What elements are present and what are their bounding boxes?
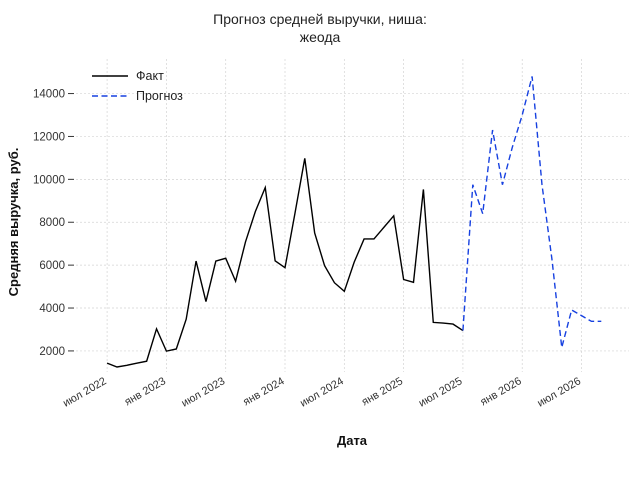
svg-text:12000: 12000 [33, 131, 65, 143]
svg-text:2000: 2000 [39, 346, 65, 358]
svg-text:6000: 6000 [39, 260, 65, 272]
svg-text:4000: 4000 [39, 303, 65, 315]
svg-text:Дата: Дата [337, 433, 368, 448]
svg-text:Прогноз: Прогноз [136, 89, 183, 103]
svg-text:14000: 14000 [33, 89, 65, 101]
svg-text:10000: 10000 [33, 174, 65, 186]
svg-text:8000: 8000 [39, 217, 65, 229]
svg-text:жеода: жеода [300, 29, 341, 45]
svg-text:Факт: Факт [136, 69, 164, 83]
svg-text:Средняя выручка, руб.: Средняя выручка, руб. [6, 148, 21, 297]
svg-text:Прогноз средней выручки, ниша:: Прогноз средней выручки, ниша: [213, 11, 427, 27]
